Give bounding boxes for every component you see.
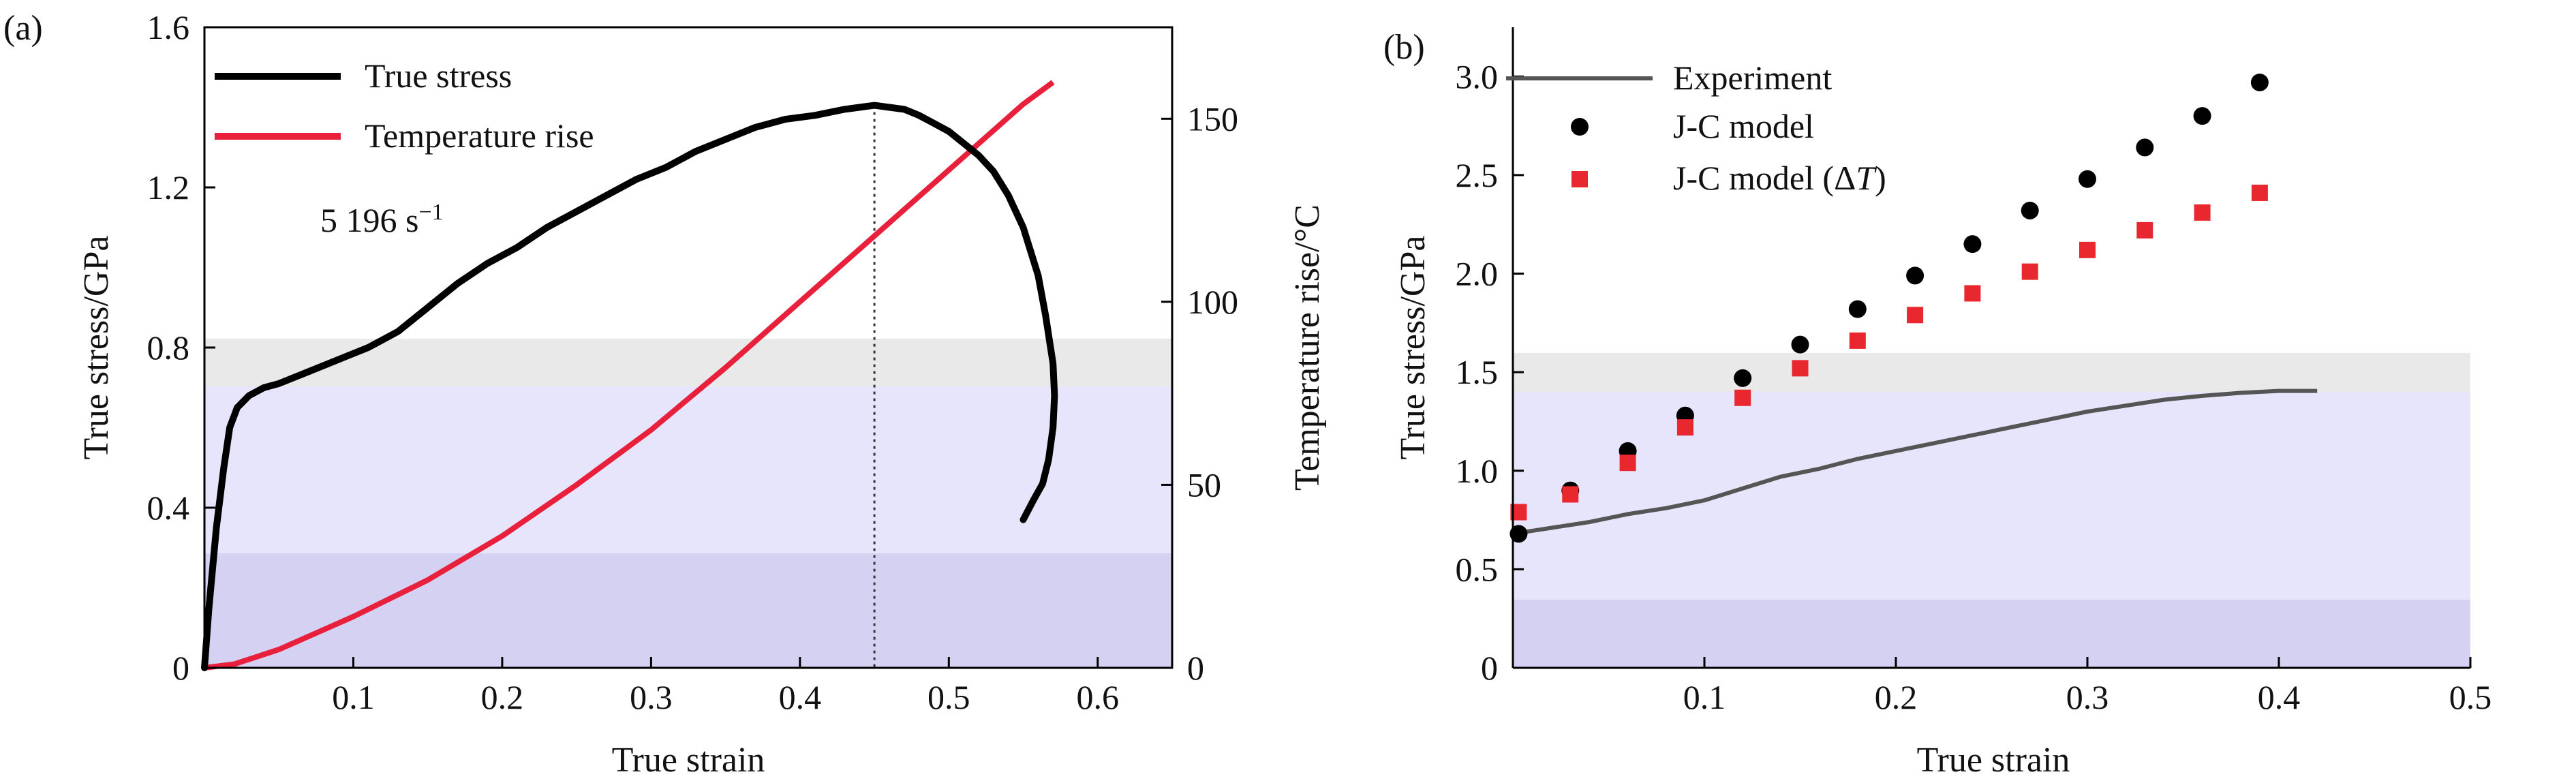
panel-a-legend: True stress Temperature rise — [215, 57, 594, 155]
panel-a-x-tick-label: 0.4 — [779, 678, 822, 716]
legend-label-jc-model: J-C model — [1673, 107, 1814, 145]
jc-model-point — [2136, 138, 2154, 157]
legend-label-jc-model-dt: J-C model (ΔT) — [1673, 159, 1886, 197]
panel-b-x-axis-title: True strain — [1917, 741, 2070, 780]
legend-marker-jc-model-dt — [1571, 171, 1588, 187]
panel-b-y-tick-label: 3.0 — [1456, 57, 1499, 95]
panel-a-y-tick-label: 1.6 — [147, 8, 190, 46]
jc-model-dt-point — [1676, 419, 1693, 436]
panel-a-y-tick-label: 1.2 — [147, 168, 190, 206]
panel-a-x-tick-label: 0.2 — [481, 678, 524, 716]
panel-a-x-tick-label: 0.3 — [630, 678, 673, 716]
jc-model-point — [2250, 73, 2269, 91]
panel-a-y-tick-label: 0 — [172, 649, 189, 687]
panel-a-y-tick-label: 0.4 — [147, 489, 190, 527]
panel-a-x-axis-title: True strain — [612, 741, 765, 780]
legend-label-true-stress: True stress — [365, 57, 512, 95]
panel-b-x-tick-label: 0.5 — [2449, 678, 2492, 716]
legend-label-temperature-rise: Temperature rise — [365, 117, 594, 155]
panel-b: (b) 0.1 0.2 0.3 0.4 0.5 0 0.5 1.0 1.5 2.0 2.5 3.0 E… — [1383, 27, 2491, 780]
jc-model-point — [1734, 369, 1752, 387]
panel-b-ticks: 0.1 0.2 0.3 0.4 0.5 0 0.5 1.0 1.5 2.0 2.5 3.0 — [1456, 57, 2492, 716]
panel-a-right-tick-label: 150 — [1187, 99, 1238, 138]
panel-b-band-violet — [1513, 600, 2470, 668]
jc-model-dt-points — [1510, 184, 2268, 521]
panel-b-x-tick-label: 0.1 — [1683, 678, 1726, 716]
jc-model-point — [1963, 235, 1982, 254]
jc-model-point — [1509, 525, 1528, 543]
panel-a: (a) 5 196 s−1 0.1 0.2 0.3 0.4 0.5 0.6 0 0.4 0.8 1… — [3, 8, 1327, 780]
panel-a-label: (a) — [3, 9, 43, 48]
legend-marker-jc-model — [1571, 118, 1589, 136]
panel-b-band-gray — [1513, 353, 2470, 392]
panel-b-y-tick-label: 0 — [1481, 649, 1498, 687]
panel-b-legend: Experiment J-C model J-C model (ΔT) — [1506, 59, 1886, 197]
panel-b-band-lavender — [1513, 392, 2470, 600]
jc-model-dt-point — [2251, 184, 2268, 201]
jc-model-point — [1906, 266, 1925, 285]
panel-a-right-tick-label: 0 — [1187, 649, 1204, 687]
panel-b-y-tick-label: 0.5 — [1456, 550, 1499, 588]
jc-model-dt-point — [1907, 307, 1924, 324]
jc-model-point — [1848, 300, 1867, 318]
panel-a-right-tick-label: 100 — [1187, 283, 1238, 321]
jc-model-point — [2079, 170, 2096, 188]
true-stress-line — [201, 102, 1058, 671]
jc-model-dt-point — [1619, 455, 1636, 472]
temperature-rise-line — [204, 80, 1055, 671]
panel-b-y-tick-label: 2.5 — [1456, 156, 1499, 194]
jc-model-dt-point — [1849, 332, 1866, 349]
panel-a-rate-annotation: 5 196 s−1 — [320, 200, 444, 239]
jc-model-point — [2193, 107, 2211, 125]
experiment-line — [1512, 388, 2318, 536]
panel-b-x-tick-label: 0.2 — [1875, 678, 1918, 716]
panel-a-band-gray — [204, 339, 1172, 386]
panel-b-x-tick-label: 0.4 — [2258, 678, 2301, 716]
panel-b-y-tick-label: 2.0 — [1456, 255, 1499, 293]
panel-a-right-axis-title: Temperature rise/°C — [1288, 204, 1327, 491]
panel-a-right-tick-label: 50 — [1187, 465, 1221, 504]
jc-model-dt-point — [2194, 204, 2211, 221]
jc-model-dt-point — [2079, 241, 2096, 258]
legend-label-experiment: Experiment — [1673, 59, 1832, 97]
jc-model-dt-point — [1734, 389, 1751, 406]
jc-model-dt-point — [2136, 221, 2153, 239]
panel-b-y-tick-label: 1.5 — [1456, 353, 1499, 391]
panel-b-y-axis-title: True stress/GPa — [1394, 236, 1432, 460]
panel-b-x-tick-label: 0.3 — [2066, 678, 2109, 716]
panel-a-x-tick-label: 0.6 — [1077, 678, 1120, 716]
jc-model-points — [1509, 73, 2269, 543]
panel-a-x-tick-label: 0.1 — [332, 678, 375, 716]
panel-a-ticks: 0.1 0.2 0.3 0.4 0.5 0.6 0 0.4 0.8 1.2 1.6 0 50 100 150 — [147, 8, 1239, 716]
jc-model-dt-point — [2021, 263, 2038, 280]
jc-model-point — [2021, 201, 2039, 219]
jc-model-dt-point — [1562, 486, 1579, 503]
panel-a-x-tick-label: 0.5 — [927, 678, 970, 716]
panel-b-y-tick-label: 1.0 — [1456, 452, 1499, 490]
panel-a-y-axis-title: True stress/GPa — [77, 236, 116, 460]
panel-a-band-violet — [204, 553, 1172, 668]
panel-a-band-lavender — [204, 386, 1172, 553]
panel-a-y-tick-label: 0.8 — [147, 328, 190, 367]
jc-model-point — [1791, 335, 1809, 354]
panel-b-label: (b) — [1383, 28, 1425, 67]
jc-model-dt-point — [1964, 285, 1981, 302]
jc-model-dt-point — [1792, 360, 1809, 377]
